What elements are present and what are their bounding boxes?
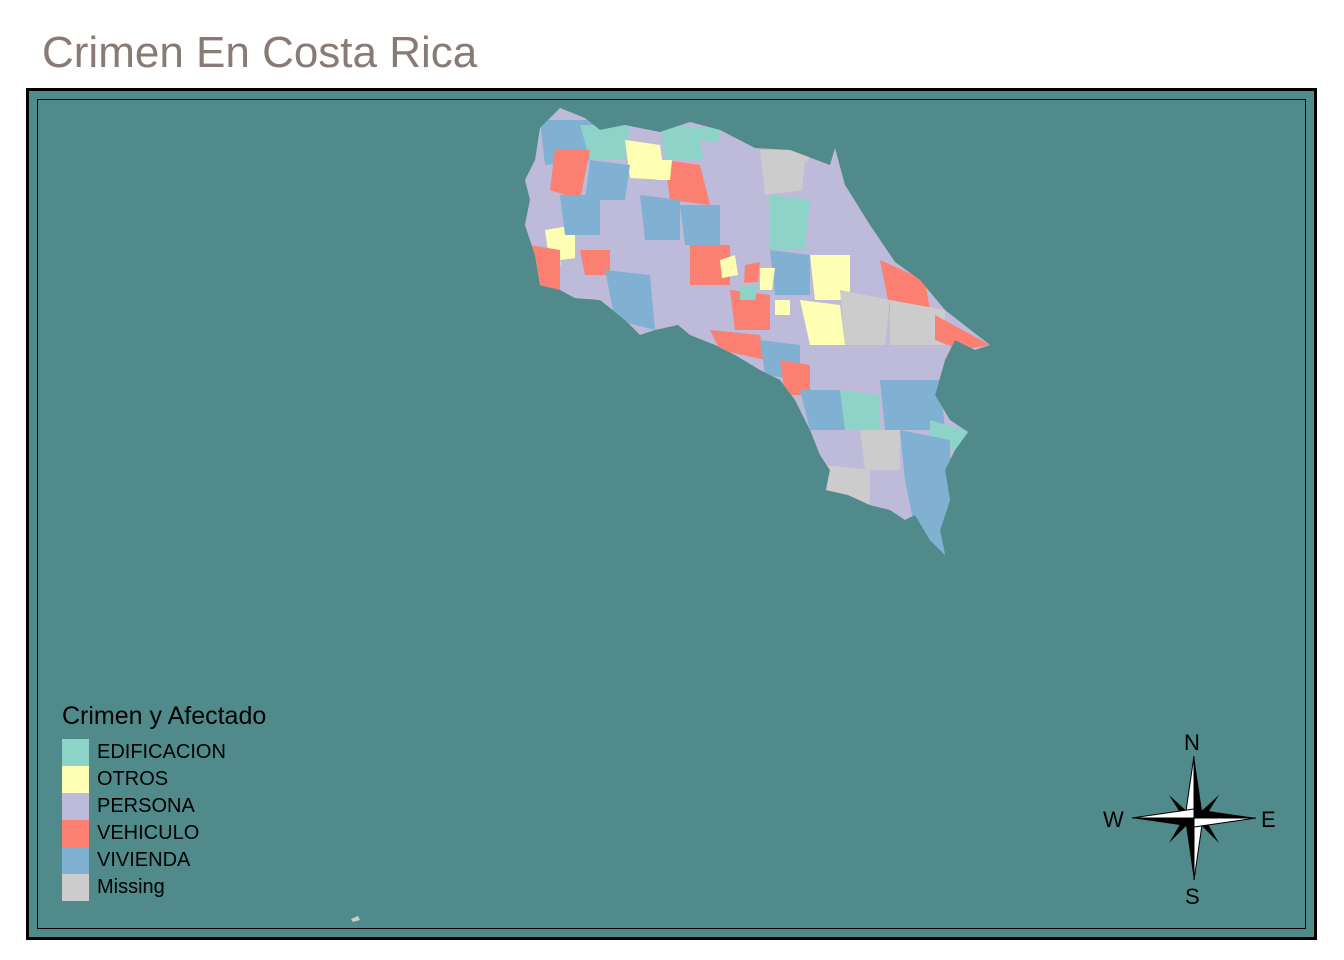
- district-polygons: [525, 120, 990, 555]
- island-marker: [351, 916, 360, 922]
- district-region: [580, 250, 610, 275]
- map-title: Crimen En Costa Rica: [42, 28, 478, 77]
- district-region: [710, 330, 765, 360]
- district-region: [600, 200, 640, 240]
- district-region: [700, 140, 760, 200]
- legend-label: EDIFICACION: [97, 741, 226, 763]
- district-region: [690, 290, 730, 340]
- legend-label: VEHICULO: [97, 822, 200, 844]
- district-region: [840, 290, 890, 345]
- legend-item: EDIFICACION: [62, 739, 266, 766]
- district-region: [680, 205, 720, 245]
- district-region: [880, 380, 945, 430]
- legend-item: VIVIENDA: [62, 847, 266, 874]
- district-region: [800, 160, 850, 220]
- district-region: [775, 300, 790, 315]
- legend-label: PERSONA: [97, 795, 195, 817]
- legend-item: PERSONA: [62, 793, 266, 820]
- district-region: [840, 390, 880, 430]
- district-region: [800, 390, 845, 430]
- district-region: [850, 240, 895, 300]
- map-inner-border: [37, 99, 1306, 929]
- district-region: [860, 430, 900, 470]
- district-region: [810, 255, 850, 300]
- district-region: [720, 255, 738, 278]
- district-region: [870, 470, 905, 515]
- district-region: [580, 125, 630, 160]
- compass-south-label: S: [1185, 884, 1200, 909]
- legend-label: VIVIENDA: [97, 849, 191, 871]
- district-region: [690, 245, 730, 285]
- district-region: [655, 160, 672, 180]
- district-region: [840, 345, 890, 400]
- district-region: [605, 270, 655, 330]
- district-region: [780, 360, 810, 395]
- district-region: [760, 268, 775, 290]
- north-arrow-icon: [1131, 755, 1257, 881]
- legend-swatch: [62, 847, 89, 874]
- legend-swatch: [62, 874, 89, 901]
- legend-label: OTROS: [97, 768, 169, 790]
- district-region: [770, 195, 810, 250]
- district-region: [800, 300, 845, 345]
- district-region: [585, 160, 630, 200]
- district-region: [560, 195, 600, 235]
- district-region: [810, 210, 860, 255]
- district-region: [815, 430, 860, 470]
- district-region: [880, 260, 930, 310]
- district-region: [740, 285, 758, 300]
- legend-swatch: [62, 739, 89, 766]
- district-region: [665, 160, 710, 205]
- district-region: [530, 245, 560, 290]
- district-region: [760, 150, 810, 195]
- legend-title: Crimen y Afectado: [62, 702, 267, 730]
- district-region: [550, 150, 590, 200]
- district-region: [744, 262, 760, 283]
- compass-west-label: W: [1103, 807, 1124, 832]
- map-legend: Crimen y Afectado EDIFICACION OTROS PERS…: [62, 702, 266, 901]
- legend-swatch: [62, 820, 89, 847]
- district-region: [900, 430, 950, 480]
- district-region: [935, 315, 990, 350]
- legend-label: Missing: [97, 876, 165, 898]
- district-region: [630, 150, 650, 170]
- district-region: [650, 250, 690, 290]
- district-region: [770, 250, 810, 295]
- district-region: [720, 195, 770, 240]
- legend-item: OTROS: [62, 766, 266, 793]
- district-region: [890, 300, 945, 345]
- legend-item: VEHICULO: [62, 820, 266, 847]
- district-region: [825, 465, 870, 505]
- compass-north-label: N: [1184, 730, 1200, 755]
- legend-swatch: [62, 766, 89, 793]
- legend-item: Missing: [62, 874, 266, 901]
- legend-swatch: [62, 793, 89, 820]
- district-region: [905, 480, 950, 555]
- district-region: [640, 195, 680, 240]
- compass-east-label: E: [1261, 807, 1276, 832]
